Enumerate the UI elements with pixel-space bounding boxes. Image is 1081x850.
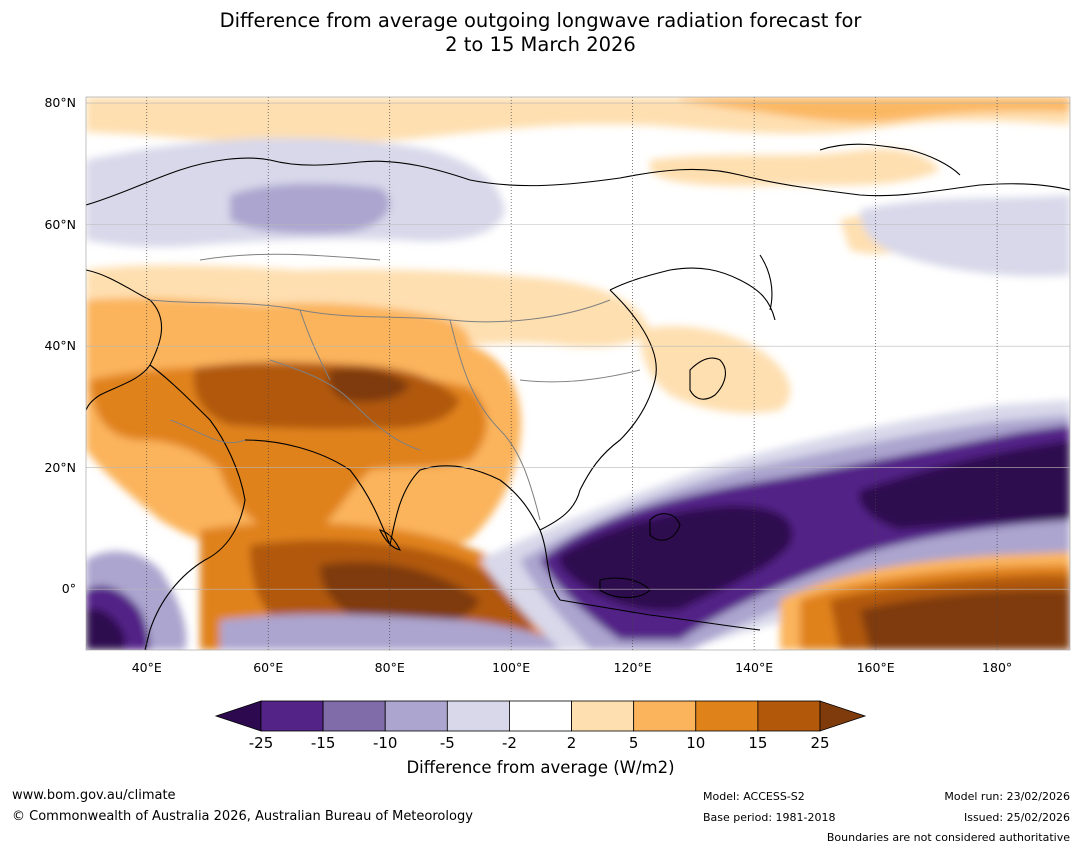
longitude-label: 180° [982,660,1013,675]
colorbar-tick-label: -2 [501,734,517,752]
longitude-label: 120°E [613,660,652,675]
base-period: Base period: 1981-2018 [703,811,836,824]
copyright-notice: © Commonwealth of Australia 2026, Austra… [12,809,473,824]
website-link[interactable]: www.bom.gov.au/climate [12,788,176,803]
longitude-label: 60°E [253,660,284,675]
country-boundaries [149,253,641,521]
map-frame [85,96,1071,651]
colorbar-segment [633,700,697,732]
map-gridlines [86,97,1070,650]
colorbar-tick-label: 2 [566,734,577,752]
colorbar-tick-label: -15 [310,734,336,752]
map-area [86,97,1070,650]
issued-date: Issued: 25/02/2026 [963,811,1070,824]
colorbar-extend-high [819,700,867,732]
latitude-label: 40°N [44,338,76,354]
longitude-label: 80°E [374,660,405,675]
coastlines [86,143,1070,650]
colorbar-segment [695,700,759,732]
colorbar-segment [757,700,821,732]
colorbar-tick-label: -10 [372,734,398,752]
colorbar-tick-label: 15 [748,734,768,752]
colorbar-tick-label: 10 [686,734,706,752]
colorbar-segment [509,700,572,732]
colorbar-segment [384,700,448,732]
chart-title-line-1: Difference from average outgoing longwav… [219,9,862,32]
colorbar-tick-label: 25 [810,734,830,752]
anomaly-fill-layers [86,97,1070,650]
colorbar-extend-low [214,700,262,732]
longitude-label: 40°E [131,660,162,675]
longitude-label: 100°E [492,660,531,675]
colorbar-tick-label: -5 [439,734,455,752]
latitude-label: 0° [61,581,76,597]
colorbar-tick-label: -25 [248,734,274,752]
boundaries-disclaimer: Boundaries are not considered authoritat… [826,831,1070,844]
model-run-date: Model run: 23/02/2026 [944,790,1070,803]
colorbar-segment [446,700,510,732]
colorbar-segment [322,700,386,732]
latitude-label: 80°N [44,95,76,111]
latitude-label: 20°N [44,459,76,475]
colorbar-title: Difference from average (W/m2) [406,758,675,777]
longitude-label: 140°E [735,660,774,675]
model-name: Model: ACCESS-S2 [703,790,805,803]
chart-title-line-2: 2 to 15 March 2026 [445,33,636,56]
colorbar-tick-label: 5 [628,734,639,752]
colorbar-segment [260,700,324,732]
latitude-label: 60°N [44,216,76,232]
colorbar-segment [571,700,635,732]
longitude-label: 160°E [856,660,895,675]
